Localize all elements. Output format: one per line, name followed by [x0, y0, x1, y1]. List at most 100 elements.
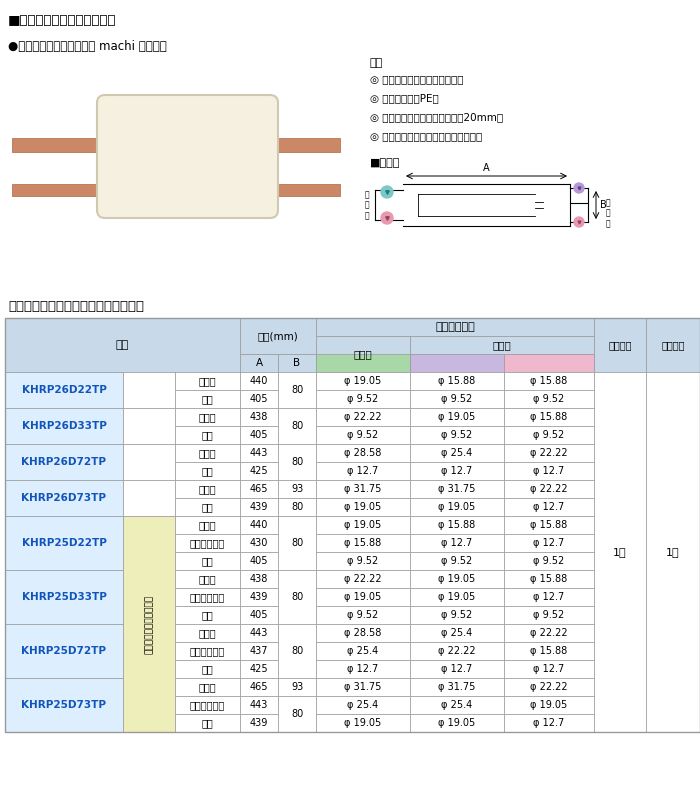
Text: 80: 80 — [291, 709, 303, 719]
Bar — [316, 678, 410, 696]
Bar — [175, 552, 240, 570]
Text: φ 19.05: φ 19.05 — [344, 520, 382, 530]
Text: φ 25.4: φ 25.4 — [442, 628, 472, 638]
Bar — [123, 444, 175, 480]
Bar — [316, 696, 410, 714]
Text: φ 15.88: φ 15.88 — [531, 574, 568, 584]
Text: 439: 439 — [250, 502, 268, 512]
Bar — [410, 606, 504, 624]
Text: φ 22.22: φ 22.22 — [344, 574, 382, 584]
Text: 高低圧ガス側: 高低圧ガス側 — [190, 646, 225, 656]
Text: 液側: 液側 — [202, 556, 214, 566]
Bar — [175, 588, 240, 606]
Bar — [316, 624, 410, 642]
Bar — [410, 570, 504, 588]
Text: 440: 440 — [250, 376, 268, 386]
Bar — [410, 642, 504, 660]
Text: φ 19.05: φ 19.05 — [438, 412, 475, 422]
Bar — [504, 480, 594, 498]
Text: KHRP25D22TP: KHRP25D22TP — [22, 538, 106, 548]
Circle shape — [574, 217, 584, 227]
Text: φ 19.05: φ 19.05 — [438, 574, 475, 584]
Text: φ 15.88: φ 15.88 — [344, 538, 382, 548]
Bar — [316, 318, 594, 336]
Text: φ 12.7: φ 12.7 — [442, 664, 472, 674]
Text: 405: 405 — [250, 556, 268, 566]
Bar — [123, 408, 175, 444]
Bar — [410, 498, 504, 516]
Text: 465: 465 — [250, 682, 268, 692]
Text: ●業務用マルチエアコン・ machi マルチ用: ●業務用マルチエアコン・ machi マルチ用 — [8, 40, 167, 53]
Bar — [410, 588, 504, 606]
Text: φ 9.52: φ 9.52 — [347, 394, 379, 404]
Text: 405: 405 — [250, 430, 268, 440]
Bar — [410, 480, 504, 498]
Bar — [504, 678, 594, 696]
Text: 440: 440 — [250, 520, 268, 530]
Bar — [316, 570, 410, 588]
Bar — [316, 372, 410, 390]
Bar — [316, 642, 410, 660]
Text: 入
口
側: 入 口 側 — [365, 190, 370, 220]
Bar — [504, 444, 594, 462]
Text: 425: 425 — [250, 466, 268, 476]
Bar — [410, 696, 504, 714]
Bar — [240, 444, 278, 462]
Bar — [240, 624, 278, 642]
Text: KHRP26D33TP: KHRP26D33TP — [22, 421, 106, 431]
Text: φ 12.7: φ 12.7 — [442, 466, 472, 476]
Text: 80: 80 — [291, 538, 303, 548]
Text: φ 19.05: φ 19.05 — [438, 718, 475, 728]
Text: ガス側: ガス側 — [199, 628, 216, 638]
Bar — [646, 372, 700, 732]
Bar — [410, 354, 504, 372]
Text: 439: 439 — [250, 718, 268, 728]
Text: KHRP26D72TP: KHRP26D72TP — [22, 457, 106, 467]
Bar — [5, 516, 123, 570]
Text: φ 19.05: φ 19.05 — [531, 700, 568, 710]
Bar — [175, 408, 240, 426]
Text: φ 12.7: φ 12.7 — [533, 592, 565, 602]
Bar — [504, 498, 594, 516]
Text: φ 15.88: φ 15.88 — [531, 376, 568, 386]
Bar — [316, 588, 410, 606]
Bar — [410, 660, 504, 678]
Text: 液側: 液側 — [202, 466, 214, 476]
Bar — [240, 354, 278, 372]
Bar — [175, 606, 240, 624]
Bar — [410, 462, 504, 480]
Bar — [316, 606, 410, 624]
Text: 出口側: 出口側 — [493, 340, 512, 350]
Text: φ 28.58: φ 28.58 — [344, 448, 382, 458]
Bar — [240, 678, 278, 696]
Bar — [240, 408, 278, 426]
Bar — [316, 462, 410, 480]
Text: φ 15.88: φ 15.88 — [531, 646, 568, 656]
Text: φ 25.4: φ 25.4 — [442, 700, 472, 710]
Bar — [175, 624, 240, 642]
Text: φ 15.88: φ 15.88 — [438, 376, 475, 386]
Bar — [5, 318, 240, 372]
Text: 出
口
側: 出 口 側 — [606, 198, 610, 228]
Text: φ 25.4: φ 25.4 — [347, 646, 379, 656]
Bar — [240, 426, 278, 444]
Text: 液側: 液側 — [202, 718, 214, 728]
Bar — [278, 696, 316, 732]
Bar — [410, 426, 504, 444]
Text: 438: 438 — [250, 574, 268, 584]
Bar — [316, 552, 410, 570]
Bar — [175, 426, 240, 444]
Bar — [5, 58, 350, 288]
Text: 430: 430 — [250, 538, 268, 548]
Text: ■寸法図: ■寸法図 — [370, 158, 400, 168]
Bar — [240, 552, 278, 570]
Bar — [175, 678, 240, 696]
Bar — [5, 678, 123, 732]
Bar — [5, 570, 123, 624]
Text: φ 9.52: φ 9.52 — [533, 394, 565, 404]
Text: 93: 93 — [291, 682, 303, 692]
Text: φ 19.05: φ 19.05 — [438, 502, 475, 512]
Text: φ 12.7: φ 12.7 — [533, 718, 565, 728]
Text: 80: 80 — [291, 421, 303, 431]
Bar — [504, 426, 594, 444]
